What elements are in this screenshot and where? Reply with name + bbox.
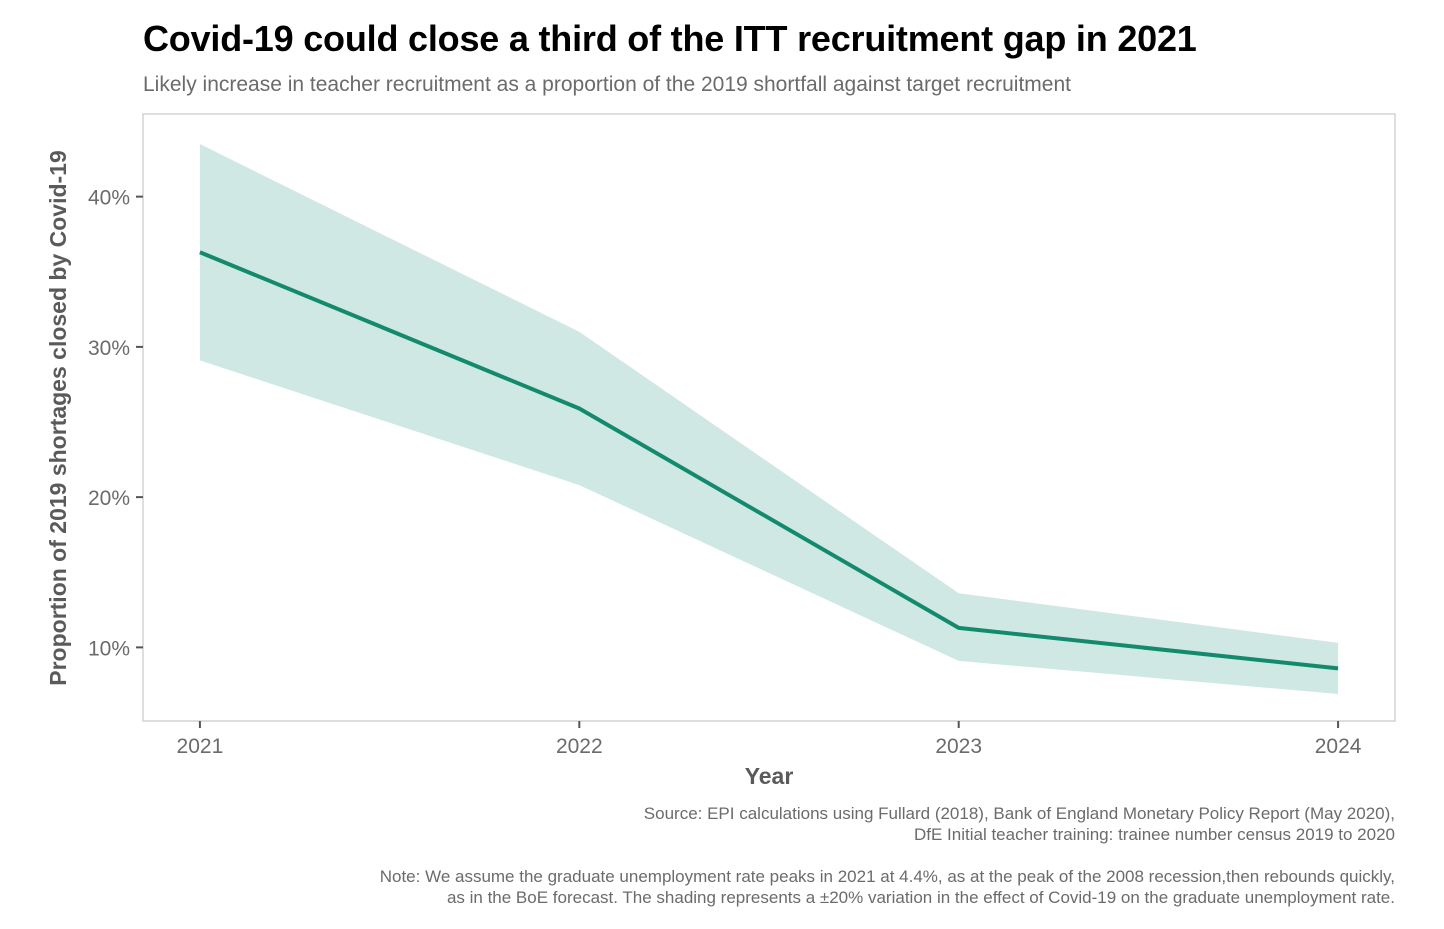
y-tick-label: 20%	[88, 487, 130, 510]
x-axis: 2021 2022 2023 2024	[177, 721, 1362, 758]
chart-title: Covid-19 could close a third of the ITT …	[143, 18, 1197, 59]
band-layer	[199, 144, 1339, 694]
uncertainty-band	[199, 144, 1339, 694]
y-axis-title: Proportion of 2019 shortages closed by C…	[45, 150, 71, 686]
chart-subtitle: Likely increase in teacher recruitment a…	[143, 73, 1071, 96]
y-tick-label: 40%	[88, 187, 130, 210]
y-tick-label: 10%	[88, 637, 130, 660]
note-line-1: Note: We assume the graduate unemploymen…	[379, 867, 1395, 886]
x-axis-title: Year	[745, 763, 794, 789]
source-line-2: DfE Initial teacher training: trainee nu…	[913, 825, 1395, 844]
plot-panel-border	[142, 113, 1396, 722]
y-tick-label: 30%	[88, 337, 130, 360]
x-tick-label: 2022	[556, 735, 603, 758]
x-tick-label: 2021	[177, 735, 224, 758]
y-axis: 10% 20% 30% 40%	[88, 187, 143, 660]
x-tick-label: 2024	[1315, 735, 1362, 758]
note-caption: Note: We assume the graduate unemploymen…	[380, 866, 1395, 908]
line-layer	[199, 250, 1339, 671]
source-line-1: Source: EPI calculations using Fullard (…	[643, 804, 1395, 823]
note-line-2: as in the BoE forecast. The shading repr…	[446, 888, 1395, 907]
central-estimate-line	[199, 250, 1339, 671]
x-tick-label: 2023	[935, 735, 982, 758]
source-caption: Source: EPI calculations using Fullard (…	[644, 803, 1395, 845]
